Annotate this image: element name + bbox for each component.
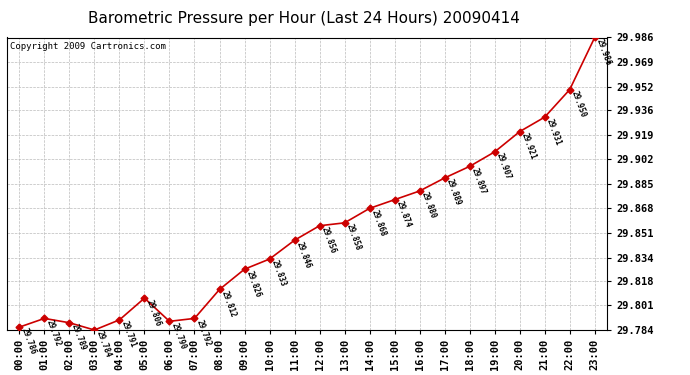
Text: 29.786: 29.786 — [19, 327, 37, 356]
Text: 29.889: 29.889 — [444, 178, 462, 207]
Text: Barometric Pressure per Hour (Last 24 Hours) 20090414: Barometric Pressure per Hour (Last 24 Ho… — [88, 11, 520, 26]
Text: 29.846: 29.846 — [295, 240, 313, 269]
Text: 29.856: 29.856 — [319, 226, 337, 255]
Text: 29.792: 29.792 — [195, 318, 213, 348]
Text: 29.874: 29.874 — [395, 200, 413, 229]
Text: 29.950: 29.950 — [570, 90, 588, 119]
Text: Copyright 2009 Cartronics.com: Copyright 2009 Cartronics.com — [10, 42, 166, 51]
Text: 29.833: 29.833 — [270, 259, 288, 288]
Text: 29.907: 29.907 — [495, 152, 513, 181]
Text: 29.858: 29.858 — [344, 223, 362, 252]
Text: 29.791: 29.791 — [119, 320, 137, 349]
Text: 29.921: 29.921 — [520, 132, 538, 161]
Text: 29.812: 29.812 — [219, 290, 237, 319]
Text: 29.789: 29.789 — [70, 323, 88, 352]
Text: 29.792: 29.792 — [44, 318, 62, 348]
Text: 29.986: 29.986 — [595, 38, 613, 67]
Text: 29.790: 29.790 — [170, 321, 188, 351]
Text: 29.897: 29.897 — [470, 166, 488, 195]
Text: 29.784: 29.784 — [95, 330, 112, 359]
Text: 29.868: 29.868 — [370, 209, 388, 237]
Text: 29.931: 29.931 — [544, 117, 562, 146]
Text: 29.806: 29.806 — [144, 298, 162, 327]
Text: 29.880: 29.880 — [420, 191, 437, 220]
Text: 29.826: 29.826 — [244, 269, 262, 298]
